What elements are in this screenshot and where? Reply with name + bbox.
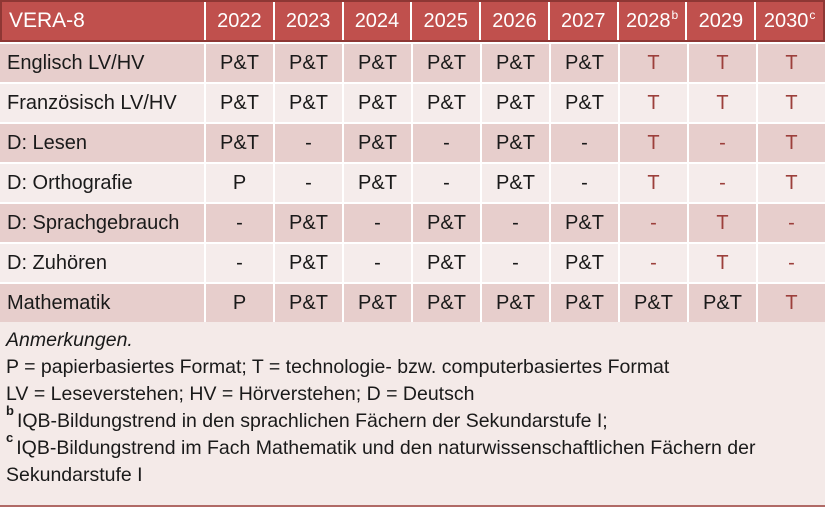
format-cell: P&T xyxy=(620,284,687,322)
format-cell: P xyxy=(206,284,273,322)
format-cell: T xyxy=(689,84,756,122)
year-header-2026: 2026 xyxy=(481,2,548,40)
format-cell: - xyxy=(620,204,687,242)
table-body: Englisch LV/HV P&T P&T P&T P&T P&T P&T T T T Franz… xyxy=(0,42,825,322)
format-cell: - xyxy=(275,124,342,162)
year-header-2027: 2027 xyxy=(549,2,617,40)
format-cell: - xyxy=(551,124,618,162)
year-header-2024: 2024 xyxy=(343,2,411,40)
format-cell: P&T xyxy=(206,44,273,82)
format-cell: P&T xyxy=(482,124,549,162)
format-cell: - xyxy=(413,124,480,162)
format-cell: - xyxy=(620,244,687,282)
table-title: VERA-8 xyxy=(9,9,85,32)
format-cell: - xyxy=(689,164,756,202)
table-title-cell: VERA-8 xyxy=(2,2,204,40)
notes-abbreviations-line: LV = Leseverstehen; HV = Hörverstehen; D… xyxy=(6,383,475,405)
format-cell: P&T xyxy=(344,284,411,322)
format-cell: T xyxy=(689,244,756,282)
format-cell: T xyxy=(758,284,825,322)
format-cell: T xyxy=(620,84,687,122)
format-cell: - xyxy=(758,244,825,282)
footnote-b-text: IQB-Bildungstrend in den sprachlichen Fä… xyxy=(16,410,608,432)
format-cell: - xyxy=(344,244,411,282)
format-cell: P xyxy=(206,164,273,202)
format-cell: - xyxy=(482,244,549,282)
format-cell: T xyxy=(620,124,687,162)
format-cell: P&T xyxy=(275,244,342,282)
format-cell: T xyxy=(689,44,756,82)
notes-section: Anmerkungen. P = papierbasiertes Format;… xyxy=(0,322,825,505)
format-cell: - xyxy=(551,164,618,202)
notes-formats-line: P = papierbasiertes Format; T = technolo… xyxy=(6,356,670,378)
format-cell: T xyxy=(758,164,825,202)
format-cell: P&T xyxy=(482,284,549,322)
format-cell: P&T xyxy=(413,284,480,322)
row-label: Französisch LV/HV xyxy=(0,84,204,122)
format-cell: - xyxy=(689,124,756,162)
notes-footnote-c: c IQB-Bildungstrend im Fach Mathematik un… xyxy=(6,431,817,489)
footnote-b-marker: b xyxy=(6,402,14,418)
format-cell: T xyxy=(620,164,687,202)
year-header-2030: 2030 c xyxy=(756,2,823,40)
notes-title: Anmerkungen. xyxy=(6,329,133,351)
format-cell: P&T xyxy=(551,284,618,322)
format-cell: P&T xyxy=(344,124,411,162)
format-cell: - xyxy=(758,204,825,242)
format-cell: - xyxy=(206,244,273,282)
format-cell: P&T xyxy=(551,204,618,242)
format-cell: T xyxy=(689,204,756,242)
format-cell: P&T xyxy=(413,204,480,242)
format-cell: P&T xyxy=(344,44,411,82)
format-cell: P&T xyxy=(551,44,618,82)
notes-footnote-b: b IQB-Bildungstrend in den sprachlichen F… xyxy=(6,404,817,435)
format-cell: - xyxy=(275,164,342,202)
year-header-2028: 2028 b xyxy=(618,2,686,40)
format-cell: P&T xyxy=(551,244,618,282)
year-header-2022: 2022 xyxy=(206,2,273,40)
format-cell: P&T xyxy=(344,84,411,122)
format-cell: P&T xyxy=(551,84,618,122)
footnote-c-text: IQB-Bildungstrend im Fach Mathematik und… xyxy=(6,437,756,486)
format-cell: P&T xyxy=(206,124,273,162)
format-cell: P&T xyxy=(275,204,342,242)
year-header-2025: 2025 xyxy=(412,2,480,40)
row-label: Englisch LV/HV xyxy=(0,44,204,82)
table-header-row: VERA-8 2022 2023 2024 2025 2026 2027 2028 b 2029… xyxy=(0,0,825,42)
format-cell: P&T xyxy=(206,84,273,122)
format-cell: T xyxy=(758,124,825,162)
format-cell: P&T xyxy=(275,44,342,82)
format-cell: P&T xyxy=(413,84,480,122)
format-cell: - xyxy=(344,204,411,242)
format-cell: P&T xyxy=(413,44,480,82)
format-cell: - xyxy=(413,164,480,202)
format-cell: P&T xyxy=(275,84,342,122)
row-label: D: Sprachgebrauch xyxy=(0,204,204,242)
format-cell: T xyxy=(758,84,825,122)
format-cell: P&T xyxy=(344,164,411,202)
year-header-2023: 2023 xyxy=(274,2,342,40)
row-label: D: Orthografie xyxy=(0,164,204,202)
format-cell: P&T xyxy=(482,44,549,82)
format-cell: P&T xyxy=(482,84,549,122)
format-cell: - xyxy=(206,204,273,242)
format-cell: P&T xyxy=(275,284,342,322)
row-label: Mathematik xyxy=(0,284,204,322)
format-cell: T xyxy=(620,44,687,82)
format-cell: P&T xyxy=(689,284,756,322)
format-cell: T xyxy=(758,44,825,82)
footnote-c-marker: c xyxy=(6,429,14,445)
format-cell: P&T xyxy=(413,244,480,282)
row-label: D: Zuhören xyxy=(0,244,204,282)
format-cell: P&T xyxy=(482,164,549,202)
format-cell: - xyxy=(482,204,549,242)
row-label: D: Lesen xyxy=(0,124,204,162)
year-header-2029: 2029 xyxy=(687,2,755,40)
